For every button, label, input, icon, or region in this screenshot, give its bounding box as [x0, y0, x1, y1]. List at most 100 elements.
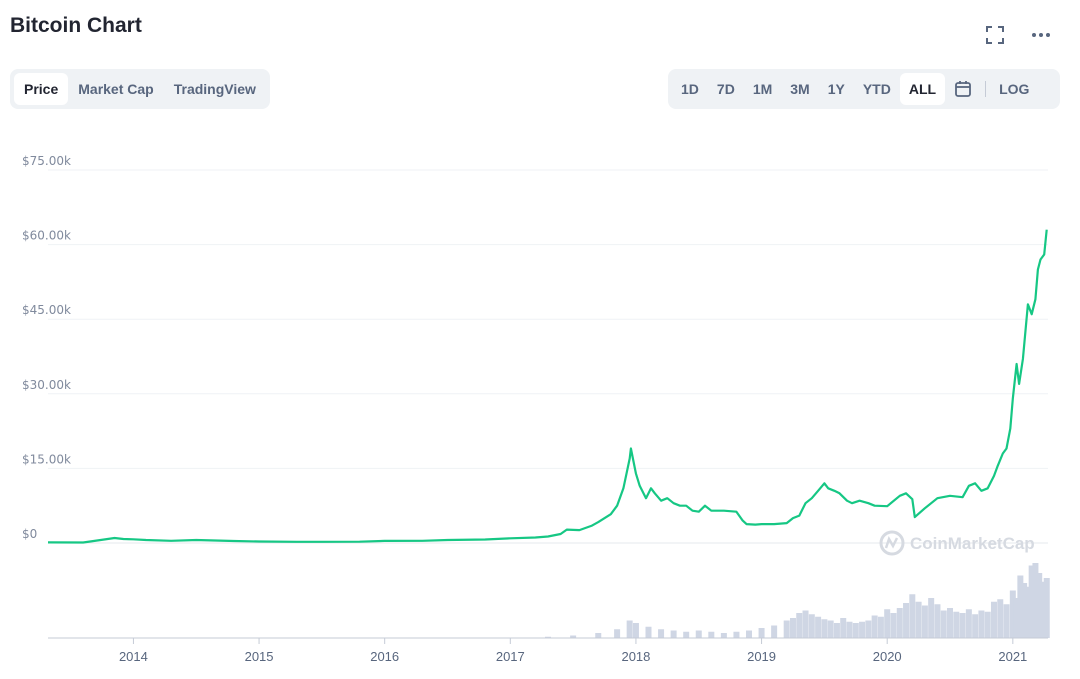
- volume-bar: [658, 629, 665, 638]
- volume-bar: [1036, 573, 1043, 638]
- volume-bar: [859, 621, 866, 638]
- volume-bar: [670, 630, 677, 638]
- price-line: [47, 229, 1048, 544]
- more-icon[interactable]: [1030, 24, 1052, 46]
- x-tick-label: 2019: [747, 649, 776, 664]
- x-tick-label: 2018: [621, 649, 650, 664]
- volume-bar: [840, 618, 847, 638]
- volume-bar: [720, 633, 727, 638]
- fullscreen-icon[interactable]: [984, 24, 1006, 46]
- volume-bar: [1032, 563, 1039, 638]
- volume-bar: [1043, 578, 1050, 638]
- volume-bar: [896, 608, 903, 638]
- x-tick-label: 2020: [873, 649, 902, 664]
- range-3m[interactable]: 3M: [790, 81, 810, 97]
- tab-market-cap[interactable]: Market Cap: [78, 81, 154, 97]
- volume-bar: [771, 625, 778, 638]
- volume-bar: [965, 609, 972, 638]
- page-title: Bitcoin Chart: [10, 14, 142, 37]
- volume-bar: [833, 623, 840, 638]
- header-actions: [984, 24, 1052, 46]
- volume-bar: [1039, 581, 1046, 638]
- tab-tradingview[interactable]: TradingView: [173, 81, 256, 97]
- volume-bar: [984, 611, 991, 638]
- x-tick-label: 2014: [119, 649, 148, 664]
- volume-bar: [758, 628, 765, 638]
- range-all[interactable]: ALL: [899, 73, 946, 105]
- volume-bar: [909, 594, 916, 638]
- time-range-tabs: 1D 7D 1M 3M 1Y YTD ALL LOG: [668, 69, 1060, 109]
- volume-bar: [626, 620, 633, 638]
- volume-bar: [852, 623, 859, 638]
- volume-bar: [940, 610, 947, 638]
- volume-bar: [733, 631, 740, 638]
- volume-bar: [1021, 583, 1028, 638]
- coinmarketcap-logo-icon: [879, 530, 905, 556]
- x-tick-label: 2017: [496, 649, 525, 664]
- range-1y[interactable]: 1Y: [827, 81, 845, 97]
- volume-bar: [978, 610, 985, 638]
- y-tick-label: $0: [22, 527, 37, 541]
- volume-bar: [846, 621, 853, 638]
- volume-bar: [865, 620, 872, 638]
- tab-price[interactable]: Price: [14, 73, 69, 105]
- volume-bar: [997, 599, 1004, 638]
- watermark: CoinMarketCap: [879, 530, 1035, 556]
- y-tick-label: $15.00k: [22, 452, 71, 466]
- x-axis-ticks: 2014 2015 2016 2017 2018 2019 2020 2021: [119, 638, 1027, 664]
- x-tick-label: 2021: [998, 649, 1027, 664]
- x-tick-label: 2015: [245, 649, 274, 664]
- volume-bar: [934, 604, 941, 638]
- volume-bar: [928, 598, 935, 638]
- volume-bar: [683, 631, 690, 638]
- y-tick-label: $30.00k: [22, 378, 71, 392]
- separator: [985, 81, 987, 97]
- volume-bar: [953, 611, 960, 638]
- range-1d[interactable]: 1D: [681, 81, 699, 97]
- price-chart: $0 $15.00k $30.00k $45.00k $60.00k $75.00k Co…: [22, 154, 1050, 664]
- volume-bar: [708, 631, 715, 638]
- volume-bar: [783, 620, 790, 638]
- volume-bar: [890, 613, 897, 638]
- volume-bar: [1028, 565, 1035, 638]
- volume-bar: [990, 601, 997, 638]
- y-tick-label: $45.00k: [22, 303, 71, 317]
- volume-bar: [827, 620, 834, 638]
- volume-bar: [632, 623, 639, 638]
- volume-bar: [802, 610, 809, 638]
- volume-bars: [545, 563, 1050, 638]
- volume-bar: [884, 609, 891, 638]
- chart-type-tabs: Price Market Cap TradingView: [10, 69, 270, 109]
- volume-bar: [796, 613, 803, 638]
- volume-bar: [959, 613, 966, 638]
- volume-bar: [1013, 598, 1020, 638]
- volume-bar: [815, 616, 822, 638]
- volume-bar: [1024, 586, 1031, 638]
- volume-bar: [614, 629, 621, 638]
- volume-bar: [1003, 604, 1010, 638]
- y-tick-label: $60.00k: [22, 229, 71, 243]
- volume-bar: [595, 633, 602, 638]
- volume-bar: [871, 615, 878, 638]
- log-toggle[interactable]: LOG: [999, 81, 1030, 97]
- y-tick-label: $75.00k: [22, 154, 71, 168]
- volume-bar: [808, 614, 815, 638]
- range-ytd[interactable]: YTD: [862, 81, 891, 97]
- volume-bar: [695, 630, 702, 638]
- y-axis-ticks: $0 $15.00k $30.00k $45.00k $60.00k $75.00k: [22, 154, 71, 541]
- volume-bar: [645, 626, 652, 638]
- volume-bar: [789, 618, 796, 638]
- volume-bar: [903, 603, 910, 638]
- watermark-text: CoinMarketCap: [910, 534, 1035, 553]
- calendar-icon[interactable]: [945, 73, 981, 105]
- volume-bar: [545, 636, 551, 638]
- volume-bar: [1017, 575, 1024, 638]
- volume-bar: [570, 635, 577, 638]
- volume-bar: [921, 605, 928, 638]
- range-7d[interactable]: 7D: [716, 81, 735, 97]
- volume-bar: [972, 614, 979, 638]
- volume-bar: [877, 616, 884, 638]
- volume-bar: [821, 619, 828, 638]
- volume-bar: [915, 601, 922, 638]
- range-1m[interactable]: 1M: [752, 81, 773, 97]
